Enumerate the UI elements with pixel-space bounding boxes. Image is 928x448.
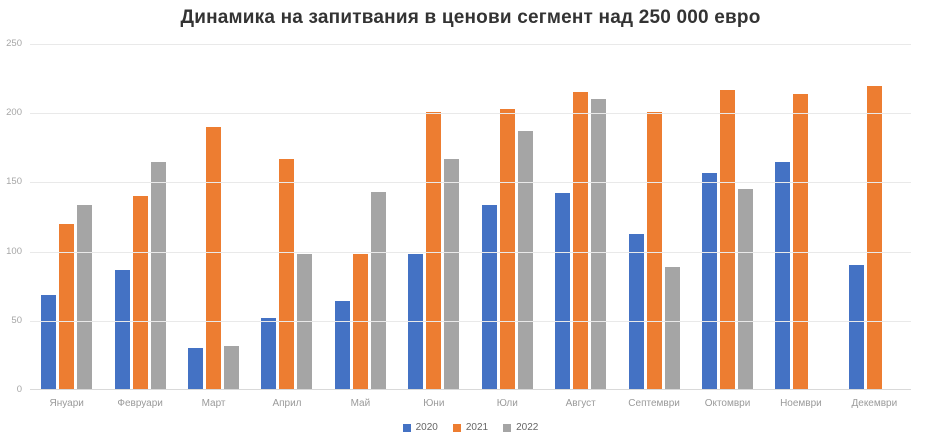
y-axis-tick-label: 150 xyxy=(6,176,22,188)
bar-2021 xyxy=(352,254,368,390)
bar-2020 xyxy=(114,269,130,390)
bar-2020 xyxy=(41,294,57,390)
bar-2022 xyxy=(370,192,386,390)
chart-title: Динамика на запитвания в ценови сегмент … xyxy=(180,7,761,28)
x-axis-label: Март xyxy=(201,398,226,409)
bar-2021 xyxy=(866,85,882,390)
bar-2020 xyxy=(848,265,864,390)
x-axis-label: Април xyxy=(272,398,302,409)
bar-2022 xyxy=(224,345,240,390)
x-axis-labels: Януари Февруари Март Април Май Юни Юли Август Се… xyxy=(30,391,911,409)
bar-2021 xyxy=(132,196,148,390)
x-axis-label: Декември xyxy=(851,398,898,409)
bar-2021 xyxy=(793,93,809,390)
x-axis-label: Август xyxy=(565,398,596,409)
gridline-150 xyxy=(30,182,911,184)
y-axis-tick-label: 0 xyxy=(16,384,22,395)
gridline-100 xyxy=(30,251,911,253)
legend-item-2021: 2021 xyxy=(452,422,489,433)
bar-2022 xyxy=(738,189,753,390)
bar-group-4 xyxy=(250,44,323,390)
bar-2020 xyxy=(261,318,277,390)
bar-2021 xyxy=(426,111,442,390)
bar-2021 xyxy=(279,158,295,390)
bar-2022 xyxy=(517,131,533,390)
legend-label: 2021 xyxy=(465,422,489,433)
bar-group-3 xyxy=(177,44,250,390)
bar-2020 xyxy=(628,233,644,390)
bar-group-2 xyxy=(103,44,176,390)
x-axis-label: Юни xyxy=(423,398,445,409)
x-axis-label: Октомври xyxy=(704,398,751,409)
legend: 2020 2021 2022 xyxy=(30,422,911,433)
bar-2020 xyxy=(188,348,204,390)
y-axis: 0 50 100 150 200 250 xyxy=(0,38,26,395)
bar-2021 xyxy=(206,127,222,390)
bar-2022 xyxy=(591,99,607,390)
bar-2022 xyxy=(444,158,460,390)
plot-area xyxy=(30,44,911,390)
legend-item-2022: 2022 xyxy=(503,422,538,433)
bar-2022 xyxy=(664,266,680,390)
bar-2020 xyxy=(555,193,571,390)
bar-2020 xyxy=(775,161,791,390)
gridline-0 xyxy=(30,389,911,390)
legend-item-2020: 2020 xyxy=(402,422,438,433)
bar-2021 xyxy=(646,111,662,390)
bar-2022 xyxy=(150,161,166,390)
bar-group-9 xyxy=(617,44,690,390)
x-axis-label: Ноември xyxy=(780,398,822,409)
legend-label: 2020 xyxy=(415,422,438,433)
y-axis-tick-label: 250 xyxy=(6,38,22,49)
bar-group-8 xyxy=(544,44,617,390)
bar-2021 xyxy=(720,89,735,390)
bar-2020 xyxy=(408,254,424,390)
y-axis-tick-label: 50 xyxy=(11,314,22,326)
bar-groups xyxy=(30,44,911,390)
bar-group-5 xyxy=(324,44,397,390)
bar-group-10 xyxy=(691,44,764,390)
gridline-50 xyxy=(30,320,911,322)
x-axis-label: Септември xyxy=(628,398,680,409)
legend-label: 2022 xyxy=(516,422,539,433)
x-axis-label: Февруари xyxy=(117,398,163,409)
x-axis-label: Юли xyxy=(496,398,518,409)
bar-2020 xyxy=(481,204,497,390)
legend-swatch-2020 xyxy=(402,423,411,432)
bar-2021 xyxy=(59,223,75,390)
bar-group-11 xyxy=(764,44,837,390)
bar-2022 xyxy=(297,254,313,390)
bar-2021 xyxy=(499,109,515,390)
legend-swatch-2021 xyxy=(452,423,461,432)
bar-2021 xyxy=(573,92,589,390)
x-axis-label: Май xyxy=(350,398,371,409)
bar-group-6 xyxy=(397,44,470,390)
bar-2020 xyxy=(334,301,350,390)
bar-group-7 xyxy=(471,44,544,390)
gridline-200 xyxy=(30,113,911,115)
y-axis-tick-label: 200 xyxy=(6,107,22,119)
x-axis-label: Януари xyxy=(49,398,84,409)
legend-swatch-2022 xyxy=(503,423,512,432)
gridline-250 xyxy=(30,44,911,45)
y-axis-tick-label: 100 xyxy=(6,245,22,257)
bar-group-12 xyxy=(838,44,911,390)
bar-2022 xyxy=(77,204,93,390)
bar-2020 xyxy=(702,172,717,390)
bar-group-1 xyxy=(30,44,103,390)
